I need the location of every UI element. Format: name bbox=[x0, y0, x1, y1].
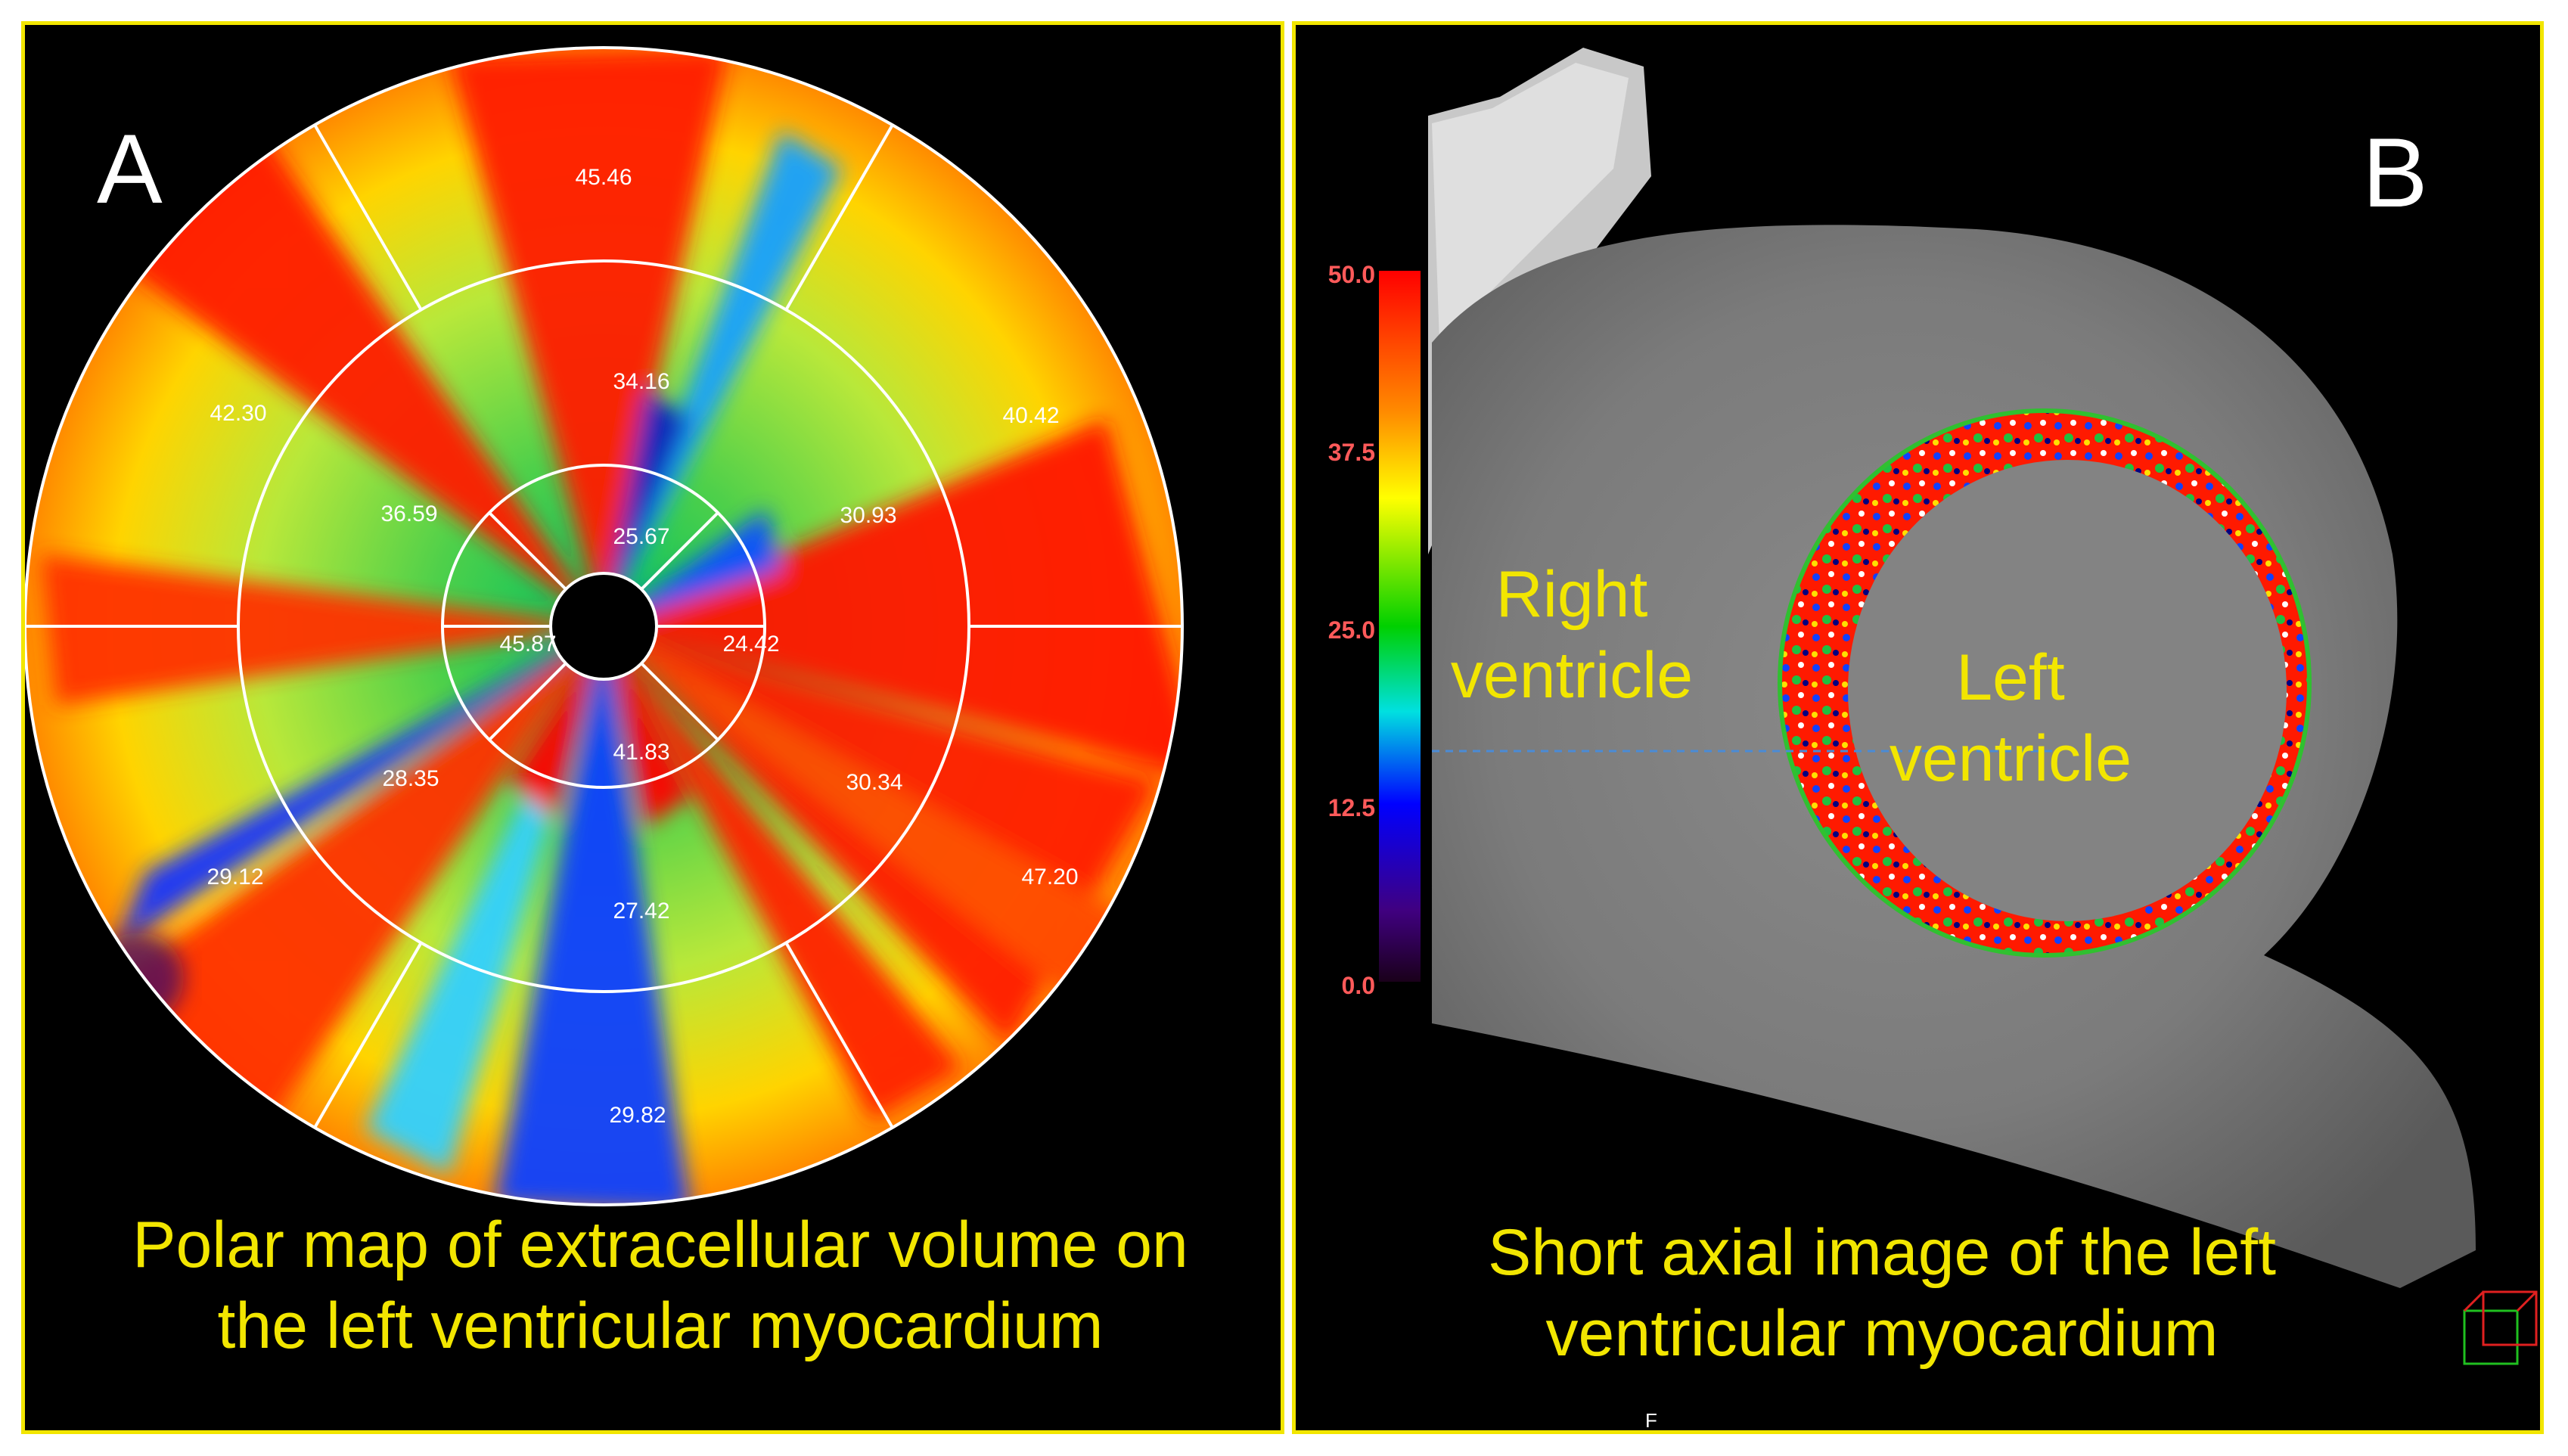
right-ventricle-label: Right ventricle bbox=[1450, 558, 1694, 712]
scale-tick-37: 37.5 bbox=[1327, 439, 1375, 466]
seg-inner-septal: 45.87 bbox=[499, 632, 557, 657]
panel-a-caption: Polar map of extracellular volume on the… bbox=[132, 1209, 1188, 1362]
seg-inner-anterior: 25.67 bbox=[613, 524, 670, 549]
seg-outer-inferolateral: 47.20 bbox=[1021, 865, 1079, 889]
panel-b-caption: Short axial image of the left ventricula… bbox=[1487, 1216, 2277, 1370]
scale-tick-12: 12.5 bbox=[1327, 794, 1375, 821]
seg-middle-anterior: 34.16 bbox=[613, 369, 670, 394]
seg-middle-inferolateral: 30.34 bbox=[846, 770, 903, 795]
left-ventricle-label: Left ventricle bbox=[1889, 641, 2132, 795]
seg-middle-anteroseptal: 36.59 bbox=[380, 501, 438, 526]
panel-b-letter: B bbox=[2362, 117, 2428, 228]
bottom-mark: F bbox=[1645, 1409, 1657, 1432]
seg-outer-anterior: 45.46 bbox=[575, 165, 632, 190]
seg-outer-inferior: 29.82 bbox=[609, 1103, 666, 1128]
seg-middle-inferior: 27.42 bbox=[613, 899, 670, 924]
seg-inner-inferior: 41.83 bbox=[613, 740, 670, 765]
seg-outer-inferoseptal: 29.12 bbox=[206, 865, 264, 889]
panel-a-letter: A bbox=[97, 113, 163, 224]
seg-outer-anteroseptal: 42.30 bbox=[210, 401, 267, 426]
seg-middle-inferoseptal: 28.35 bbox=[382, 766, 439, 791]
panel-b: 50.0 37.5 25.0 12.5 0.0 Right ventricle … bbox=[1292, 21, 2544, 1434]
panel-a: 45.46 40.42 47.20 29.82 29.12 42.30 34.1… bbox=[21, 21, 1284, 1434]
scale-tick-25: 25.0 bbox=[1327, 616, 1375, 644]
seg-middle-anterolateral: 30.93 bbox=[840, 503, 897, 528]
scale-tick-50: 50.0 bbox=[1327, 261, 1375, 288]
scale-tick-0: 0.0 bbox=[1341, 972, 1375, 999]
polar-map bbox=[25, 46, 1184, 1206]
seg-inner-lateral: 24.42 bbox=[722, 632, 780, 657]
seg-outer-anterolateral: 40.42 bbox=[1002, 403, 1060, 428]
ct-image bbox=[1379, 48, 2538, 1365]
